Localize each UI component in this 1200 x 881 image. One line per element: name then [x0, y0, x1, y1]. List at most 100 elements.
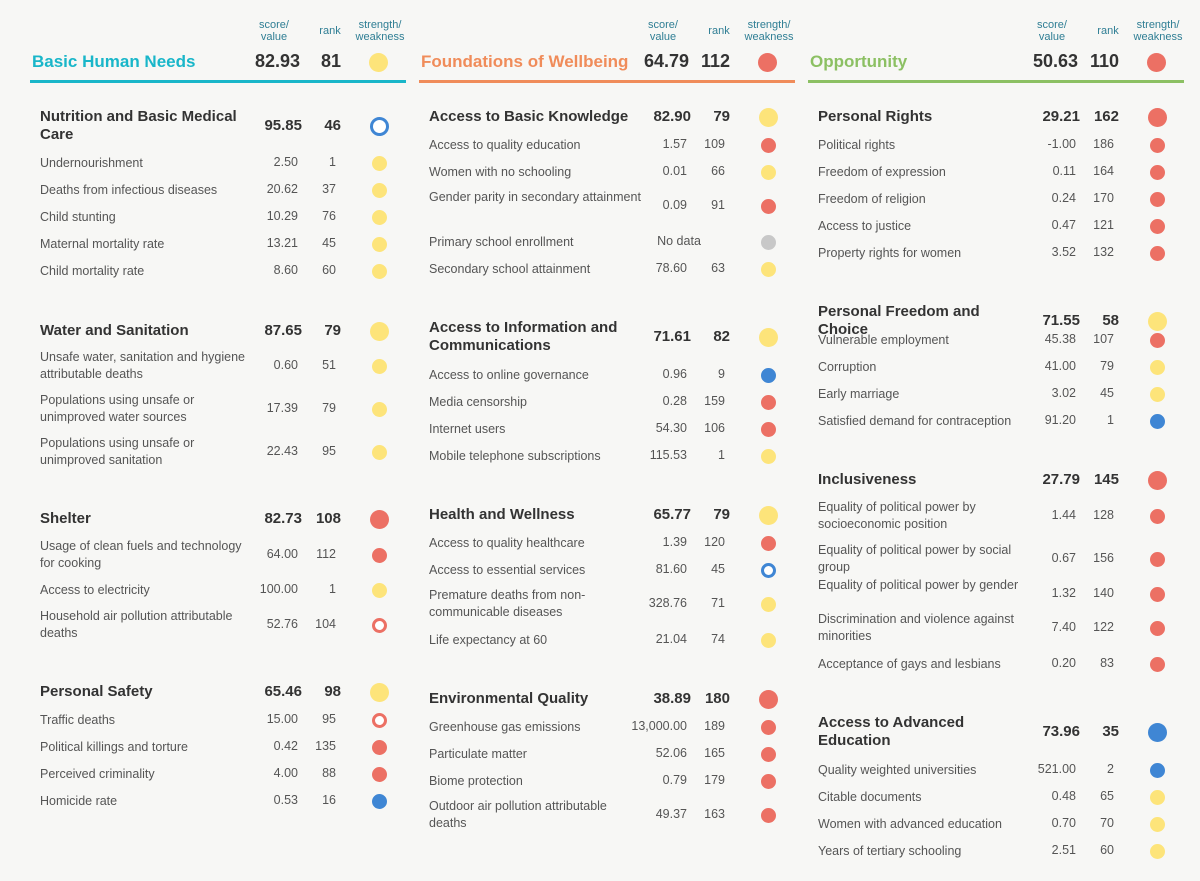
indicator-value: 45.38	[1044, 332, 1076, 346]
component-rank: 35	[1102, 723, 1119, 740]
indicator-rank: 1	[329, 155, 336, 169]
component-rank: 162	[1093, 108, 1119, 125]
indicator-rank: 63	[711, 261, 725, 275]
indicator-name: Perceived criminality	[40, 766, 155, 781]
component-rank: 46	[324, 117, 341, 134]
indicator-rank: 164	[1093, 164, 1114, 178]
component-score: 71.55	[1042, 312, 1080, 329]
column-header: score/ value rank strength/ weakness Bas…	[30, 0, 406, 85]
component-status-dot	[759, 328, 778, 347]
indicator-rank: 135	[315, 739, 336, 753]
indicator-value: 21.04	[655, 632, 687, 646]
indicator-value: 0.09	[662, 198, 687, 212]
component-title[interactable]: Health and Wellness	[429, 506, 575, 523]
indicator-value: 0.28	[662, 394, 687, 408]
dimension-accent-bar	[808, 80, 1184, 83]
component-status-dot	[1148, 108, 1167, 127]
indicator-value: 17.39	[266, 401, 298, 415]
indicator-rank: 76	[322, 209, 336, 223]
dimension-rank: 81	[320, 51, 341, 71]
indicator-value: 52.76	[266, 617, 298, 631]
indicator-name: Women with advanced education	[818, 816, 1002, 831]
indicator-value: 0.20	[1051, 656, 1076, 670]
indicator-rank: 189	[704, 719, 725, 733]
indicator-name: Child mortality rate	[40, 263, 145, 278]
indicator-rank: 112	[316, 547, 336, 561]
component-title[interactable]: Access to Information and Communications	[429, 319, 618, 354]
indicator-name: Vulnerable employment	[818, 332, 949, 347]
indicator-name: Child stunting	[40, 209, 116, 224]
indicator-status-dot	[761, 562, 776, 578]
indicator-rank: 95	[322, 712, 336, 726]
indicator-status-dot	[372, 739, 387, 755]
component-title[interactable]: Personal Freedom and Choice	[818, 303, 980, 338]
indicator-status-dot	[372, 766, 387, 782]
component-score: 82.90	[653, 108, 691, 125]
component-title[interactable]: Nutrition and Basic Medical Care	[40, 108, 237, 143]
component-title[interactable]: Water and Sanitation	[40, 322, 189, 339]
indicator-name: Deaths from infectious diseases	[40, 182, 218, 197]
indicator-status-dot	[1150, 656, 1165, 672]
indicator-status-dot	[1150, 413, 1165, 429]
indicator-status-dot	[761, 632, 776, 648]
dimension-title[interactable]: Foundations of Wellbeing	[421, 52, 629, 71]
indicator-name: Corruption	[818, 359, 877, 374]
indicator-value: 4.00	[273, 766, 298, 780]
dimension-title[interactable]: Basic Human Needs	[32, 52, 196, 71]
component-title[interactable]: Access to Advanced Education	[818, 714, 965, 749]
indicator-rank: 165	[704, 746, 725, 760]
component-title[interactable]: Inclusiveness	[818, 471, 917, 488]
component-score: 73.96	[1042, 723, 1080, 740]
dimension-accent-bar	[419, 80, 795, 83]
indicator-status-dot	[761, 137, 776, 153]
rank-label: rank	[708, 25, 730, 37]
component-title[interactable]: Personal Rights	[818, 108, 933, 125]
indicator-value: 91.20	[1044, 413, 1076, 427]
dimension-title[interactable]: Opportunity	[810, 52, 908, 71]
indicator-rank: 159	[704, 394, 725, 408]
indicator-name: Quality weighted universities	[818, 762, 977, 777]
dimension-score: 64.79	[643, 51, 689, 71]
component-rank: 180	[704, 690, 730, 707]
component-title[interactable]: Personal Safety	[40, 683, 153, 700]
component-title[interactable]: Access to Basic Knowledge	[429, 108, 629, 125]
indicator-status-dot	[372, 182, 387, 198]
indicator-name: Access to quality education	[429, 137, 581, 152]
indicator-name: Gender parity in secondary attainment	[429, 190, 641, 204]
indicator-status-dot	[1150, 620, 1165, 636]
indicator-rank: 128	[1093, 508, 1114, 522]
indicator-rank: 109	[704, 137, 725, 151]
dimension-status-dot	[758, 53, 777, 72]
indicator-name: Mobile telephone subscriptions	[429, 448, 601, 463]
indicator-rank: 60	[322, 263, 336, 277]
indicator-name: Greenhouse gas emissions	[429, 719, 581, 734]
component-score: 27.79	[1042, 471, 1080, 488]
indicator-status-dot	[761, 367, 776, 383]
indicator-rank: 121	[1093, 218, 1114, 232]
indicator-rank: 71	[711, 596, 725, 610]
indicator-name: Equality of political power by socioecon…	[818, 500, 976, 531]
indicator-value: 7.40	[1051, 620, 1076, 634]
indicator-rank: 140	[1093, 586, 1114, 600]
component-status-dot	[759, 506, 778, 525]
indicator-status-dot	[761, 421, 776, 437]
component-rank: 98	[324, 683, 341, 700]
indicator-value: 1.57	[662, 137, 687, 151]
component-score: 71.61	[653, 328, 691, 345]
component-score: 82.73	[264, 510, 302, 527]
indicator-value: 1.32	[1051, 586, 1076, 600]
indicator-name: Life expectancy at 60	[429, 632, 548, 647]
component-status-dot	[1148, 471, 1167, 490]
indicator-name: Premature deaths from non-communicable d…	[429, 588, 586, 619]
indicator-rank: 156	[1093, 551, 1114, 565]
component-title[interactable]: Environmental Quality	[429, 690, 589, 707]
column-header: score/ value rank strength/ weakness Opp…	[808, 0, 1184, 85]
component-title[interactable]: Shelter	[40, 510, 91, 527]
indicator-value: 20.62	[266, 182, 298, 196]
indicator-value: 8.60	[273, 263, 298, 277]
indicator-value: 81.60	[655, 562, 687, 576]
indicator-rank: 107	[1093, 332, 1114, 346]
component-status-dot	[370, 322, 389, 341]
component-status-dot	[759, 108, 778, 127]
indicator-status-dot	[761, 198, 776, 214]
